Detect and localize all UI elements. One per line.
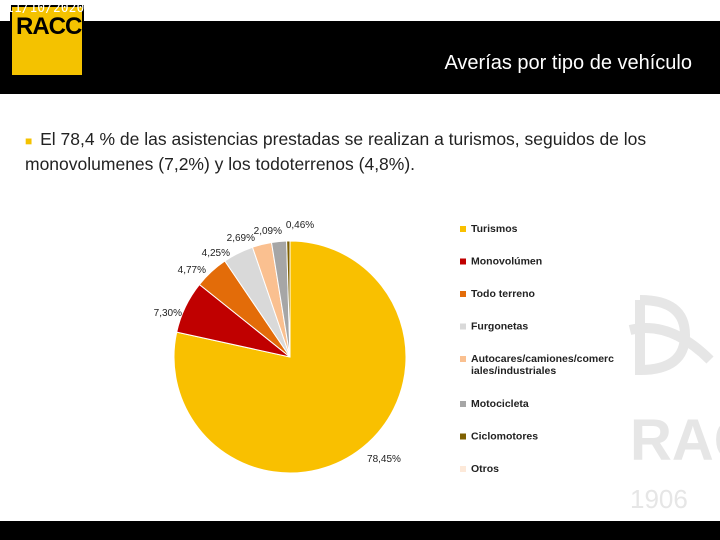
legend-label-3: Todo terreno <box>471 288 535 300</box>
legend-label-4: Furgonetas <box>471 321 528 333</box>
legend-label-1: Turismos <box>471 223 518 235</box>
legend-label-7: Ciclomotores <box>471 431 538 443</box>
footer-page-number: 14 <box>694 1 710 16</box>
data-label-3: 4,77% <box>178 265 206 276</box>
header-bar <box>0 21 720 94</box>
legend-swatch-8 <box>460 466 466 472</box>
watermark-year: 1906 <box>630 484 688 510</box>
legend-label-6: Motocicleta <box>471 398 529 410</box>
footer-date: 11/10/2020 <box>6 1 85 16</box>
pie-slice-1 <box>173 240 407 474</box>
legend-label-8: Otros <box>471 463 499 475</box>
racc-logo: RACC <box>10 5 84 77</box>
data-label-7: 0,46% <box>286 220 314 231</box>
bullet-content: El 78,4 % de las asistencias prestadas s… <box>25 129 647 174</box>
bullet-text: ■ El 78,4 % de las asistencias prestadas… <box>25 128 705 176</box>
legend-swatch-2 <box>460 258 466 265</box>
legend-swatch-4 <box>460 323 466 330</box>
logo-text: RACC <box>16 13 82 40</box>
data-label-4: 4,25% <box>202 248 230 259</box>
slide-title: Averías por tipo de vehículo <box>444 52 692 74</box>
data-label-2: 7,30% <box>154 308 182 319</box>
legend-swatch-1 <box>460 226 466 232</box>
legend-swatch-6 <box>460 401 466 407</box>
legend-swatch-5 <box>460 356 466 362</box>
legend-swatch-7 <box>460 433 466 440</box>
bullet-square-icon: ■ <box>25 134 33 148</box>
legend-swatch-3 <box>460 291 466 297</box>
watermark-seal: RACC 1906 <box>628 295 720 510</box>
footer-bar <box>0 521 720 540</box>
data-label-6: 2,09% <box>254 226 282 237</box>
legend-label-5: Autocares/camiones/comerc iales/industria… <box>471 353 614 377</box>
data-label-1: 78,45% <box>367 454 401 465</box>
pie-slice-7 <box>286 240 291 358</box>
data-label-5: 2,69% <box>227 233 255 244</box>
watermark-letters: RACC <box>630 408 720 473</box>
legend-label-2: Monovolúmen <box>471 256 542 268</box>
